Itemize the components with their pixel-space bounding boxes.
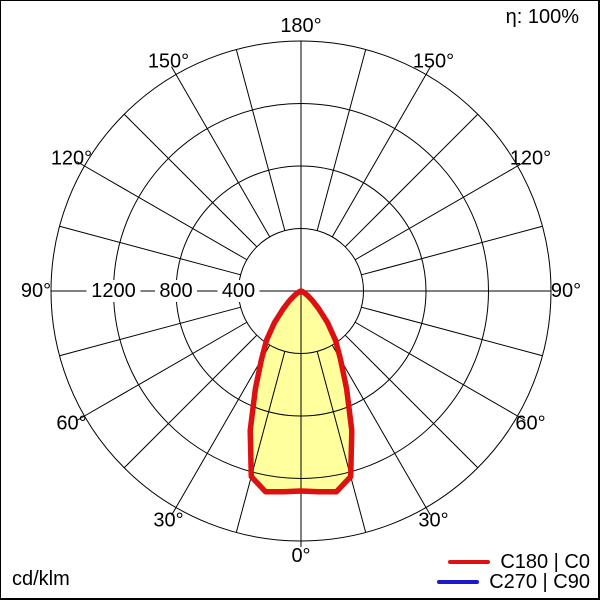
intensity-curve [247,288,355,495]
legend-item-c270-c90: C270 | C90 [437,570,590,593]
grid-spoke [84,165,248,261]
grid-spoke [344,113,479,248]
radial-axis-label: 800 [159,280,192,302]
angle-label: 30° [153,510,183,532]
grid-spoke [59,225,241,276]
angle-tick [517,415,526,421]
angle-tick [171,507,177,516]
grid-spoke [316,351,367,533]
angle-tick [76,415,85,421]
angle-label: 120° [51,148,92,170]
grid-spoke [354,321,518,417]
angle-label: 120° [510,148,551,170]
grid-spoke [344,334,479,469]
radial-axis-label: 1200 [91,280,136,302]
angle-tick [425,66,431,75]
legend-item-c180-c0: C180 | C0 [448,550,590,573]
radial-label-mask [86,280,141,302]
angle-label: 150° [148,51,189,73]
grid-spoke [123,113,258,248]
grid-spoke [123,334,258,469]
angle-label: 150° [413,51,454,73]
grid-spoke [235,351,286,533]
angle-label: 60° [515,413,545,435]
grid-spoke [331,74,427,238]
angle-label: 90° [551,280,581,302]
grid-spoke [175,74,271,238]
grid-spoke [361,306,543,357]
angle-tick [76,161,85,167]
angle-tick [171,66,177,75]
grid-spoke [235,49,286,231]
grid-spoke [84,321,248,417]
grid-spoke [59,306,241,357]
grid-spoke [175,344,271,508]
angle-label: 90° [21,280,51,302]
legend: C180 | C0 C270 | C90 [437,550,590,593]
angle-label: 30° [418,510,448,532]
grid-spoke [361,225,543,276]
legend-label-c180-c0: C180 | C0 [500,550,590,573]
grid-spoke [316,49,367,231]
angle-label: 180° [280,15,321,37]
unit-label: cd/klm [12,568,70,590]
radial-label-mask [155,280,197,302]
legend-label-c270-c90: C270 | C90 [489,570,590,593]
grid-spoke [354,165,518,261]
efficiency-label: η: 100% [505,6,579,28]
angle-label: 60° [56,413,86,435]
radial-label-mask [217,280,260,302]
angle-label: 0° [291,545,310,567]
legend-line-red [448,560,491,564]
legend-line-blue [437,580,480,584]
angle-tick [517,161,526,167]
grid-spoke [331,344,427,508]
angle-tick [425,507,431,516]
radial-axis-label: 400 [222,280,255,302]
